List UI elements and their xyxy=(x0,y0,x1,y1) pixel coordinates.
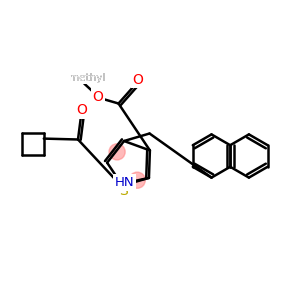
Text: methyl: methyl xyxy=(68,73,105,83)
Text: O: O xyxy=(92,90,103,104)
Text: O: O xyxy=(133,73,143,86)
Circle shape xyxy=(129,172,145,188)
Text: methyl: methyl xyxy=(68,73,105,83)
Circle shape xyxy=(109,144,125,160)
Text: HN: HN xyxy=(115,176,134,189)
Text: O: O xyxy=(76,103,87,117)
Text: S: S xyxy=(120,184,128,198)
